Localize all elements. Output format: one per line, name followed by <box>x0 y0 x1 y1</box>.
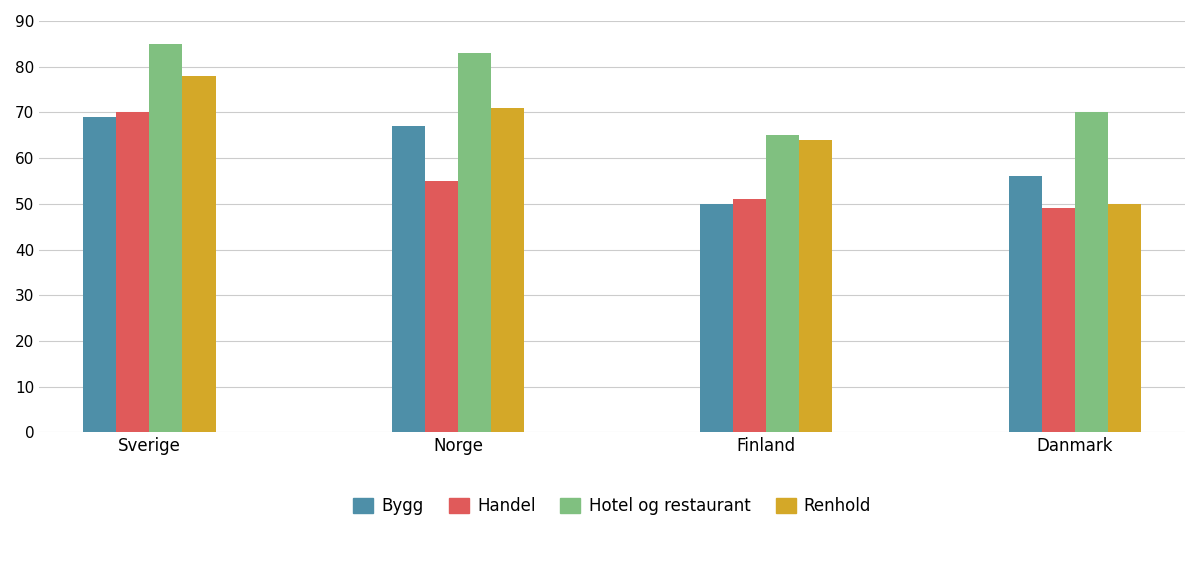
Bar <box>1075 112 1108 432</box>
Bar <box>182 76 216 432</box>
Bar <box>116 112 150 432</box>
Bar <box>458 53 491 432</box>
Bar <box>150 44 182 432</box>
Legend: Bygg, Handel, Hotel og restaurant, Renhold: Bygg, Handel, Hotel og restaurant, Renho… <box>347 490 878 521</box>
Bar <box>733 199 767 432</box>
Bar <box>1042 208 1075 432</box>
Bar <box>1108 204 1141 432</box>
Bar <box>1009 177 1042 432</box>
Bar <box>799 140 833 432</box>
Bar <box>425 181 458 432</box>
Bar <box>767 135 799 432</box>
Bar <box>701 204 733 432</box>
Bar <box>83 117 116 432</box>
Bar <box>491 108 524 432</box>
Bar <box>391 126 425 432</box>
